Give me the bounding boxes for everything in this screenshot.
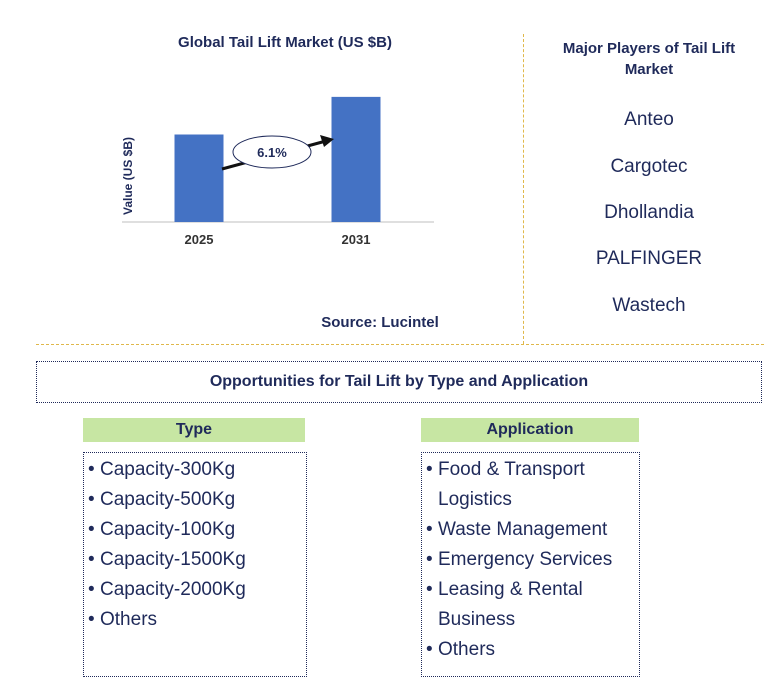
list-item: • Emergency Services (426, 549, 613, 570)
bar-chart: Value (US $B) 2025 2031 6.1% (121, 96, 434, 247)
horizontal-divider (36, 344, 764, 345)
list-item: • Capacity-2000Kg (88, 579, 246, 600)
list-item: • Capacity-500Kg (88, 489, 236, 510)
player-anteo: Anteo (624, 109, 674, 130)
application-header: Application (421, 418, 639, 442)
list-item: • Others (426, 639, 496, 660)
y-axis-label: Value (US $B) (121, 137, 135, 215)
list-item: • Capacity-100Kg (88, 519, 236, 540)
list-item: • Waste Management (426, 519, 608, 540)
chart-title: Global Tail Lift Market (US $B) (178, 34, 392, 51)
type-header: Type (83, 418, 305, 442)
player-wastech: Wastech (612, 295, 686, 316)
list-item: • Others (88, 609, 158, 630)
list-item: • Food & Transport Logistics (426, 459, 585, 510)
bar-2025 (174, 134, 224, 222)
opportunities-title: Opportunities for Tail Lift by Type and … (36, 361, 762, 403)
bar-2031 (331, 96, 381, 222)
vertical-divider (523, 34, 524, 344)
players-title: Major Players of Tail Lift Market (562, 40, 736, 78)
source-label: Source: Lucintel (321, 314, 439, 331)
list-item: • Capacity-1500Kg (88, 549, 246, 570)
x-tick-label: 2025 (185, 232, 214, 247)
player-cargotec: Cargotec (610, 156, 688, 177)
type-list: • Capacity-300Kg • Capacity-500Kg • Capacit… (83, 452, 307, 677)
growth-arrow-head (320, 135, 334, 147)
application-list: • Food & Transport Logistics • Waste Manag… (421, 452, 640, 677)
list-item: • Leasing & Rental Business (426, 579, 583, 630)
player-dhollandia: Dhollandia (604, 202, 694, 223)
x-tick-label: 2031 (342, 232, 371, 247)
list-item: • Capacity-300Kg (88, 459, 236, 480)
cagr-label: 6.1% (257, 145, 287, 160)
cagr-ellipse (232, 135, 312, 169)
player-palfinger: PALFINGER (595, 248, 703, 269)
